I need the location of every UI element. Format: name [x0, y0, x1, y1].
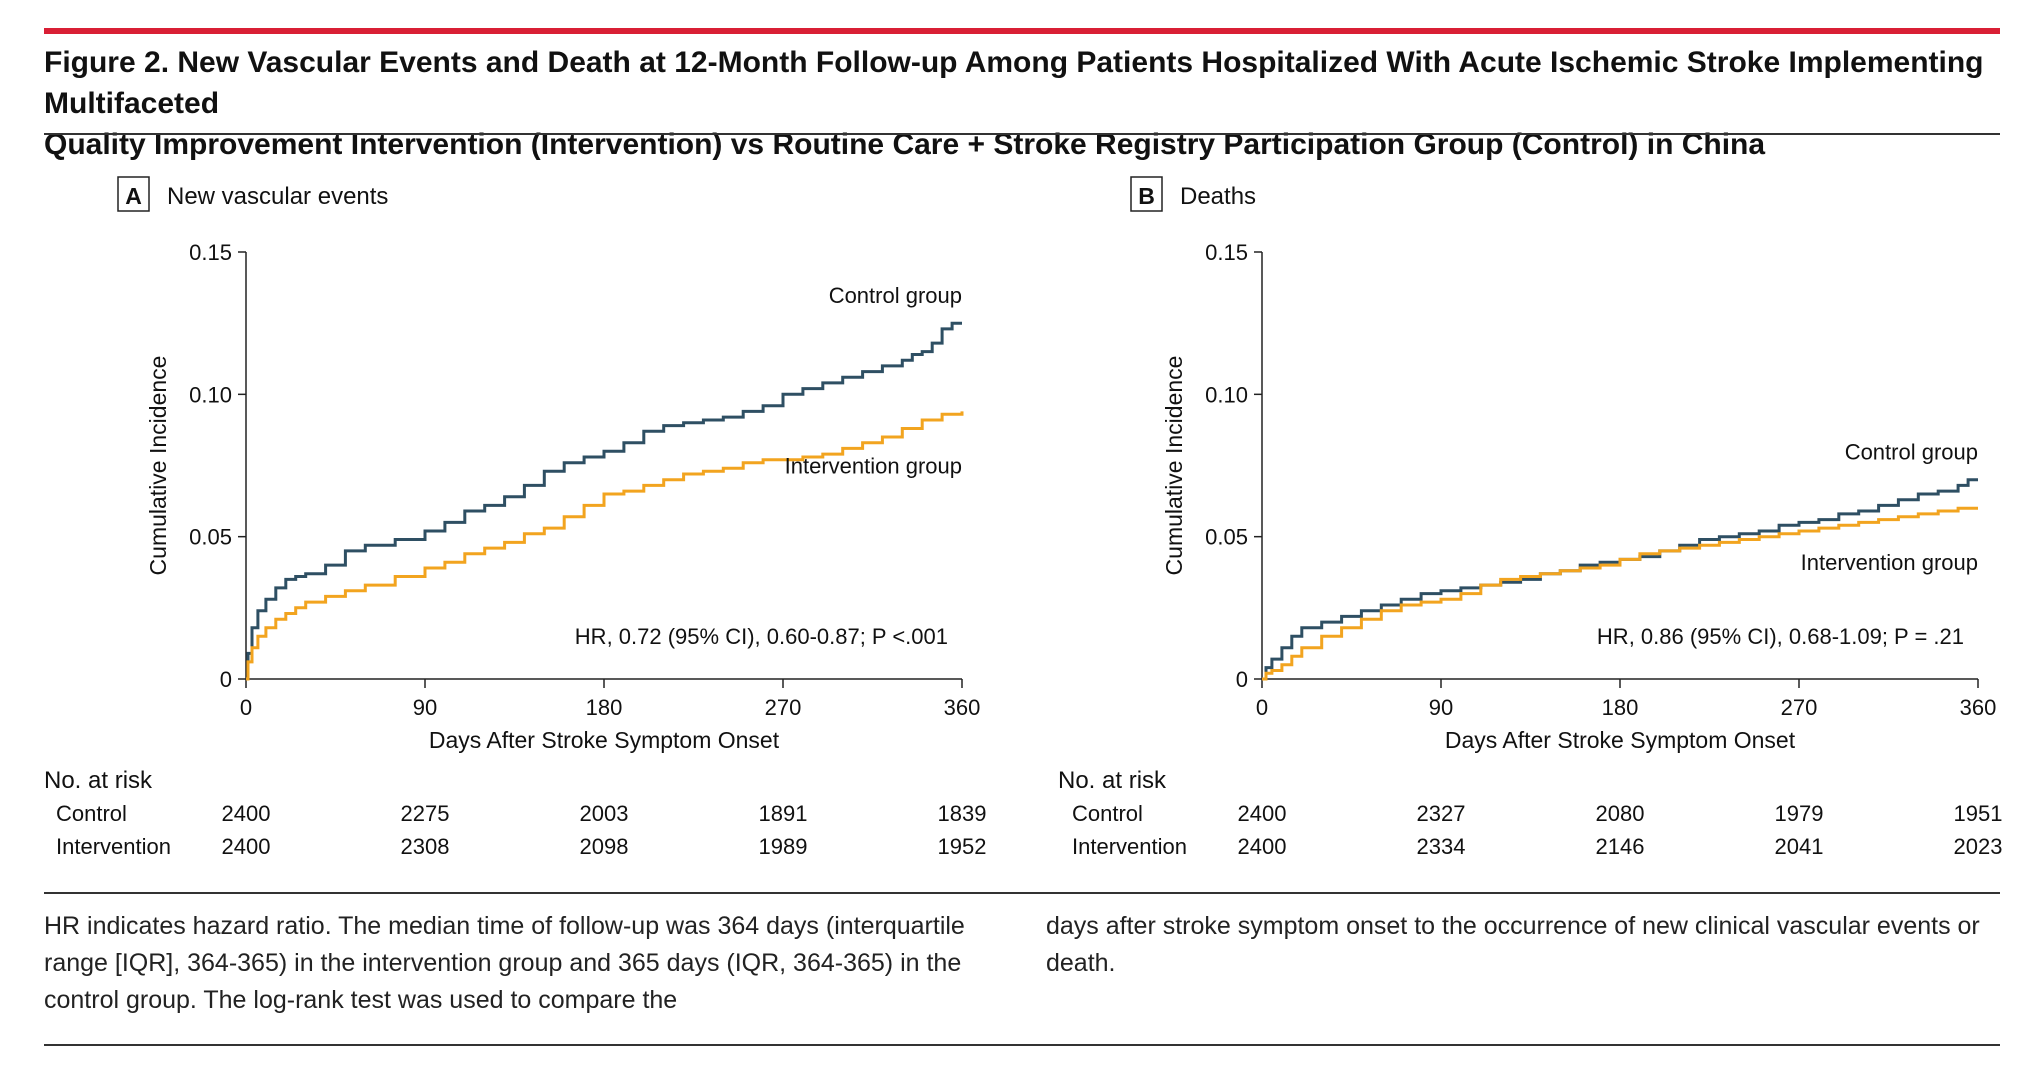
- panel-b-risk-value: 2146: [1596, 834, 1645, 859]
- panel-b-x-tick-label: 90: [1429, 695, 1453, 720]
- panel-b-title: Deaths: [1180, 183, 1256, 210]
- title-divider: [44, 133, 2000, 135]
- panel-a-control-group-line: [246, 321, 962, 681]
- panel-b-y-tick-label: 0.10: [1205, 382, 1248, 407]
- panel-a-intervention-group-line: [246, 411, 964, 681]
- panel-a-risk-value: 1839: [938, 801, 987, 826]
- panel-b-risk-value: 2400: [1238, 834, 1287, 859]
- panel-a-x-tick-label: 360: [944, 695, 981, 720]
- panel-a-risk-table-heading: No. at risk: [44, 767, 153, 794]
- panel-a-hr-annotation: HR, 0.72 (95% CI), 0.60-0.87; P <.001: [575, 624, 948, 649]
- panel-b-risk-row-label: Intervention: [1072, 834, 1187, 859]
- caption-top-divider: [44, 892, 2000, 894]
- panel-a-x-axis-label: Days After Stroke Symptom Onset: [429, 727, 780, 753]
- panel-a-risk-value: 2400: [222, 801, 271, 826]
- panel-b-risk-value: 2400: [1238, 801, 1287, 826]
- panel-a-intervention-group-label: Intervention group: [785, 453, 962, 478]
- panel-b-y-tick-label: 0.05: [1205, 525, 1248, 550]
- caption-bottom-divider: [44, 1044, 2000, 1046]
- caption-left: HR indicates hazard ratio. The median ti…: [44, 912, 965, 1014]
- panel-a-control-group-label: Control group: [829, 283, 962, 308]
- panel-a-letter: A: [125, 183, 142, 209]
- panel-b-intervention-group-line: [1262, 506, 1978, 681]
- panel-b-x-axis-label: Days After Stroke Symptom Onset: [1445, 727, 1796, 753]
- panel-a-risk-value: 1989: [759, 834, 808, 859]
- panel-b-y-axis-label: Cumulative Incidence: [1161, 356, 1187, 576]
- panel-a-y-axis-label: Cumulative Incidence: [145, 356, 171, 576]
- panel-b-control-group-label: Control group: [1845, 440, 1978, 465]
- panel-a-y-tick-label: 0: [220, 667, 232, 692]
- panel-b-risk-value: 2080: [1596, 801, 1645, 826]
- panel-a-risk-value: 2275: [401, 801, 450, 826]
- panel-b-risk-table-heading: No. at risk: [1058, 767, 1167, 794]
- accent-rule: [44, 28, 2000, 34]
- panel-a-x-tick-label: 0: [240, 695, 252, 720]
- panel-b-y-tick-label: 0.15: [1205, 240, 1248, 265]
- charts-svg: A New vascular events 0 0.05 0.10 0.15 0 90 180 2…: [44, 176, 2003, 859]
- panel-a-x-tick-label: 180: [586, 695, 623, 720]
- panel-a-risk-row-label: Control: [56, 801, 127, 826]
- panel-a-y-tick-label: 0.15: [189, 240, 232, 265]
- panel-b-x-tick-label: 270: [1781, 695, 1818, 720]
- panel-b-risk-value: 2023: [1954, 834, 2003, 859]
- panel-a-risk-value: 2400: [222, 834, 271, 859]
- panel-b-y-tick-label: 0: [1236, 667, 1248, 692]
- panel-a-letter-box: [117, 176, 150, 212]
- panel-a-risk-value: 1952: [938, 834, 987, 859]
- panel-b-hr-annotation: HR, 0.86 (95% CI), 0.68-1.09; P = .21: [1597, 624, 1964, 649]
- panel-b-x-tick-label: 360: [1960, 695, 1997, 720]
- panel-b-control-group-line: [1262, 478, 1978, 681]
- panel-a-y-tick-label: 0.10: [189, 382, 232, 407]
- panel-b-x-tick-label: 180: [1602, 695, 1639, 720]
- panel-a-risk-value: 2308: [401, 834, 450, 859]
- panel-a-risk-value: 1891: [759, 801, 808, 826]
- panel-b-risk-value: 2041: [1775, 834, 1824, 859]
- panel-b-letter-box: [1130, 176, 1163, 212]
- panel-b-risk-value: 2334: [1417, 834, 1466, 859]
- panel-b-intervention-group-label: Intervention group: [1801, 550, 1978, 575]
- panel-b-letter: B: [1138, 183, 1155, 209]
- panel-a-x-tick-label: 270: [765, 695, 802, 720]
- panel-a-title: New vascular events: [167, 183, 388, 210]
- panel-a-risk-row-label: Intervention: [56, 834, 171, 859]
- panel-b-risk-value: 1951: [1954, 801, 2003, 826]
- panel-b-risk-value: 2327: [1417, 801, 1466, 826]
- panel-a-risk-value: 2098: [580, 834, 629, 859]
- panel-a-x-tick-label: 90: [413, 695, 437, 720]
- panel-b-risk-value: 1979: [1775, 801, 1824, 826]
- caption-right: days after stroke symptom onset to the o…: [1046, 912, 1980, 977]
- panel-b-risk-row-label: Control: [1072, 801, 1143, 826]
- panel-a-y-tick-label: 0.05: [189, 525, 232, 550]
- panel-b-x-tick-label: 0: [1256, 695, 1268, 720]
- panel-a-risk-value: 2003: [580, 801, 629, 826]
- figure-title-line-1: Figure 2. New Vascular Events and Death …: [44, 46, 1984, 120]
